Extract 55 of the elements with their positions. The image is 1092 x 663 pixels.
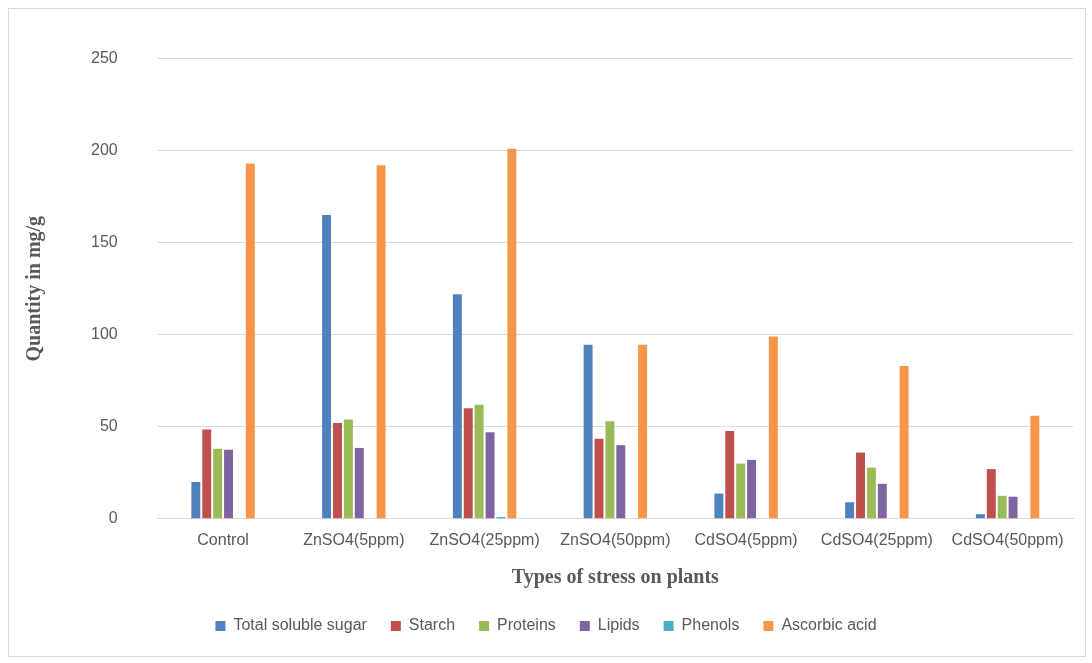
bar: [747, 459, 757, 519]
y-tick-label: 250: [90, 49, 118, 67]
y-axis-title: Quantity in mg/g: [22, 215, 46, 362]
x-tick-label: CdSO4(5ppm): [694, 530, 798, 548]
bar: [605, 421, 615, 519]
bar: [354, 447, 364, 519]
bar: [191, 481, 201, 519]
bar: [975, 514, 985, 519]
bar: [213, 448, 223, 519]
x-axis-title: Types of stress on plants: [511, 565, 720, 589]
y-tick-label: 50: [99, 417, 118, 435]
legend-label: Ascorbic acid: [781, 616, 877, 634]
x-tick-label: ZnSO4(25ppm): [429, 530, 540, 548]
bar: [899, 366, 909, 519]
bar: [714, 493, 724, 519]
bar: [245, 163, 255, 519]
legend-label: Phenols: [681, 616, 740, 634]
x-tick-label: Control: [197, 530, 249, 548]
bar: [856, 452, 865, 519]
bar: [202, 429, 212, 519]
bar: [485, 432, 495, 519]
x-tick-label: ZnSO4(50ppm): [560, 530, 671, 548]
bar: [322, 215, 332, 519]
bar: [463, 408, 473, 519]
legend-label: Starch: [408, 616, 456, 634]
y-tick-label: 200: [90, 141, 118, 159]
bar: [507, 148, 517, 519]
x-tick-label: CdSO4(50ppm): [951, 530, 1064, 548]
bar: [343, 419, 353, 519]
bar: [638, 344, 648, 519]
bar: [616, 445, 626, 519]
legend-label: Proteins: [497, 616, 556, 634]
bar: [1030, 415, 1040, 519]
bar: [768, 336, 778, 519]
y-tick-label: 150: [90, 233, 118, 251]
bar: [725, 430, 735, 519]
legend-label: Total soluble sugar: [233, 616, 368, 634]
y-tick-label: 100: [90, 325, 118, 343]
bar: [986, 469, 996, 519]
x-tick-label: ZnSO4(5ppm): [303, 530, 405, 548]
bar: [583, 344, 593, 519]
bar: [224, 449, 233, 519]
bar: [1008, 496, 1018, 519]
bar: [333, 423, 342, 519]
bar: [997, 495, 1007, 519]
x-tick-label: CdSO4(25ppm): [820, 530, 933, 548]
bar: [376, 165, 386, 519]
bar: [845, 502, 855, 519]
legend-label: Lipids: [597, 616, 640, 634]
bar: [866, 467, 876, 519]
bar: [452, 294, 462, 519]
bar: [736, 463, 746, 519]
y-tick-label: 0: [108, 509, 118, 527]
bar: [474, 404, 484, 519]
bar: [877, 483, 887, 519]
